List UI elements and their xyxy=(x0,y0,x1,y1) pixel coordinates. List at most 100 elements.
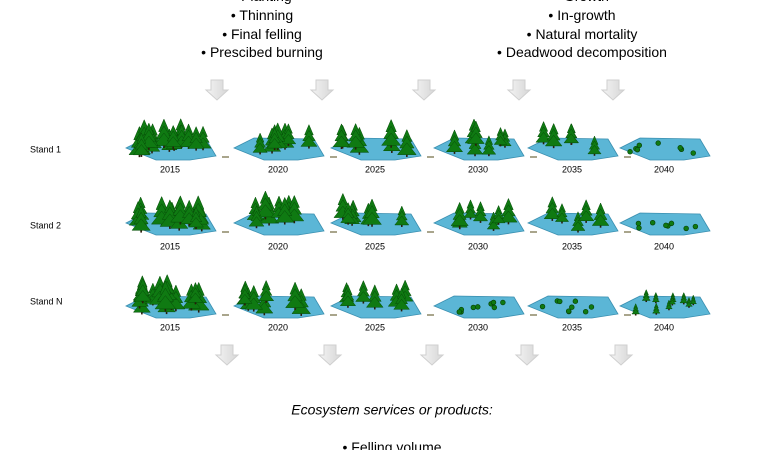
trunk xyxy=(163,143,165,148)
tree-tier xyxy=(668,299,676,305)
tree-tier xyxy=(563,133,579,144)
trunk xyxy=(140,228,142,233)
seedling xyxy=(635,220,642,227)
tree-tier xyxy=(665,304,673,310)
management-item: • Thinning xyxy=(231,7,293,23)
tree-tier xyxy=(255,204,276,218)
trunk xyxy=(179,220,182,225)
tree-tier xyxy=(652,308,661,314)
down-arrow xyxy=(309,79,335,101)
stand-patch xyxy=(527,120,619,161)
seedling xyxy=(655,140,661,146)
process-item-text: Deadwood decomposition xyxy=(506,44,667,60)
seedling xyxy=(636,142,642,149)
tree-tier xyxy=(381,132,402,146)
seedling xyxy=(588,304,595,310)
down-arrow xyxy=(204,79,230,101)
stand-patch xyxy=(125,195,217,236)
seedling xyxy=(683,225,689,232)
year-label: 2025 xyxy=(365,322,385,332)
year-label: 2020 xyxy=(268,164,288,174)
process-item: • Deadwood decomposition xyxy=(497,44,667,60)
stand-patch xyxy=(330,192,422,236)
year-label: 2035 xyxy=(562,241,582,251)
year-label: 2040 xyxy=(654,322,674,332)
tree-tier xyxy=(591,214,610,226)
seedling xyxy=(490,299,497,306)
tree-tier xyxy=(466,143,484,155)
ground xyxy=(619,137,711,161)
tree-tier xyxy=(445,141,464,153)
trunk xyxy=(300,311,303,316)
year-label: 2040 xyxy=(654,241,674,251)
down-arrow xyxy=(317,344,343,366)
tree-tier xyxy=(491,214,506,224)
trunk xyxy=(268,221,270,226)
trunk xyxy=(342,215,344,220)
seedling xyxy=(470,304,477,311)
tree-tier xyxy=(689,299,697,305)
stand-patch xyxy=(233,122,325,161)
trunk xyxy=(293,219,296,224)
down-arrow xyxy=(608,344,634,366)
process-item-text: Natural mortality xyxy=(535,26,637,42)
year-label: 2035 xyxy=(562,322,582,332)
stand-patch xyxy=(330,118,422,161)
tree-tier xyxy=(641,294,651,301)
tree-tier xyxy=(300,135,318,147)
tree-tier xyxy=(252,142,268,153)
tree-tier xyxy=(397,142,417,155)
stand-label: Stand 1 xyxy=(30,144,61,154)
tree-tier xyxy=(544,134,563,147)
trunk xyxy=(252,307,255,312)
trunk xyxy=(175,307,177,312)
management-item-text: Prescibed burning xyxy=(210,44,323,60)
trunk xyxy=(406,152,408,157)
tree-tier xyxy=(472,211,489,222)
seedling xyxy=(500,299,506,306)
seedling xyxy=(557,298,563,305)
tree-tier xyxy=(365,296,384,308)
stand-label: Stand 2 xyxy=(30,220,61,230)
seedling xyxy=(572,298,579,304)
ground xyxy=(619,295,711,319)
tree-tier xyxy=(362,211,382,225)
trunk xyxy=(169,224,171,229)
arrows xyxy=(204,79,634,366)
trunk xyxy=(190,306,193,311)
process-item: • Natural mortality xyxy=(527,26,638,42)
down-arrow xyxy=(214,344,240,366)
seedling xyxy=(677,145,683,151)
tree-tier xyxy=(543,207,561,219)
trunk xyxy=(148,145,150,150)
trunk xyxy=(264,215,267,220)
tree-tier xyxy=(248,216,265,227)
tree-tier xyxy=(188,217,205,228)
management-item: • Prescibed burning xyxy=(201,44,323,60)
year-label: 2015 xyxy=(160,164,180,174)
year-label: 2020 xyxy=(268,241,288,251)
management-item: • Planting xyxy=(232,0,291,4)
year-label: 2040 xyxy=(654,164,674,174)
bullet: • xyxy=(201,44,210,60)
year-label: 2015 xyxy=(160,322,180,332)
tree-tier xyxy=(493,136,508,145)
tree-tier xyxy=(132,144,151,156)
down-arrow xyxy=(411,79,437,101)
bottom-title: Ecosystem services or products: xyxy=(291,402,493,418)
process-item: • In-growth xyxy=(548,7,615,23)
tree-tier xyxy=(332,135,351,148)
year-label: 2025 xyxy=(365,241,385,251)
bullet: • xyxy=(548,7,557,23)
tree-tier xyxy=(499,210,518,223)
trunk xyxy=(138,153,141,158)
seedling xyxy=(539,303,546,310)
seedling xyxy=(565,308,572,314)
tree-tier xyxy=(554,212,570,222)
tree-tier xyxy=(355,291,372,302)
seedling xyxy=(456,309,462,315)
tree-tier xyxy=(679,297,689,304)
stand-patch xyxy=(125,118,217,161)
trunk xyxy=(164,307,167,312)
seedling xyxy=(663,222,669,229)
